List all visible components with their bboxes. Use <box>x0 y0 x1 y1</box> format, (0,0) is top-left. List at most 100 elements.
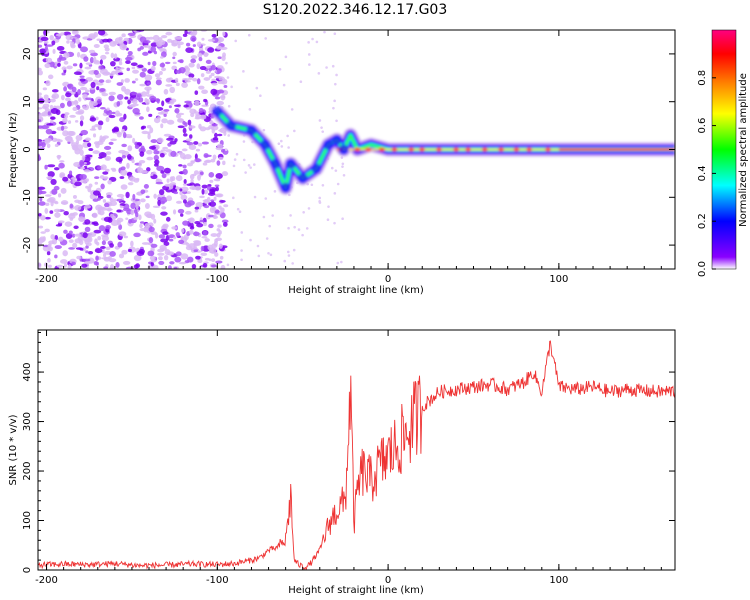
spectrogram-noise-blob <box>83 161 87 165</box>
spectrogram-noise-blob <box>64 136 73 141</box>
spectrogram-noise-blob <box>216 67 222 74</box>
spectrogram-noise-blob <box>85 97 93 101</box>
spectrogram-noise-blob <box>90 81 96 89</box>
spectrogram-noise-blob <box>153 193 157 199</box>
spectrogram-noise-blob <box>101 92 109 97</box>
spectrogram-noise-blob <box>104 155 112 161</box>
spectrogram-noise-blob <box>92 133 97 138</box>
spectrogram-noise-blob <box>187 218 194 221</box>
spectrogram-noise-dot <box>289 214 292 217</box>
spectrogram-noise-dot <box>287 254 291 257</box>
spectrogram-noise-blob <box>136 250 145 256</box>
spectrogram-noise-blob <box>211 258 216 263</box>
spectrogram-noise-blob <box>194 221 201 225</box>
spectrogram-noise-blob <box>154 144 160 150</box>
spectrogram-noise-blob <box>69 203 74 209</box>
spectrogram-noise-dot <box>278 67 282 71</box>
snr-panel: -200 -100 0 100 0 100 200 300 400 Height of str… <box>8 329 676 596</box>
spectrogram-noise-blob <box>105 116 110 123</box>
spectrogram-noise-blob <box>44 164 48 170</box>
spectrogram-noise-blob <box>218 205 222 210</box>
spectrogram-noise-blob <box>148 113 153 117</box>
spectrogram-x-tick-label: 0 <box>385 274 391 285</box>
spectrogram-noise-blob <box>160 201 165 205</box>
spectrogram-noise-blob <box>185 242 190 246</box>
spectrogram-noise-blob <box>218 156 224 161</box>
spectrogram-noise-blob <box>60 200 69 206</box>
spectrogram-noise-blob <box>159 56 164 59</box>
snr-series-line <box>38 340 675 570</box>
spectrogram-noise-blob <box>55 109 61 116</box>
spectrogram-noise-dot <box>271 214 274 217</box>
spectrogram-noise-dot <box>232 164 236 168</box>
spectrogram-noise-blob <box>194 158 201 163</box>
spectrogram-noise-blob <box>215 173 223 179</box>
spectrogram-noise-blob <box>173 191 179 195</box>
spectrogram-noise-blob <box>147 213 153 219</box>
spectrogram-noise-blob <box>130 202 136 210</box>
spectrogram-noise-dot <box>267 251 270 255</box>
spectrogram-noise-blob <box>210 88 218 95</box>
colorbar-tick-label: 0.2 <box>697 213 708 229</box>
spectrogram-noise-blob <box>49 104 54 110</box>
spectrogram-x-tick-label: 100 <box>549 274 568 285</box>
spectrogram-noise-blob <box>41 124 49 130</box>
spectrogram-noise-blob <box>147 250 155 257</box>
spectrogram-noise-blob <box>127 51 133 56</box>
spectrogram-noise-blob <box>63 86 68 92</box>
spectrogram-noise-blob <box>148 36 154 40</box>
spectrogram-noise-blob <box>142 44 151 48</box>
spectrogram-noise-blob <box>162 146 169 150</box>
spectrogram-noise-blob <box>51 95 57 99</box>
spectrogram-noise-blob <box>179 190 183 196</box>
spectrogram-noise-blob <box>39 48 47 54</box>
spectrogram-noise-blob <box>182 183 188 186</box>
spectrogram-noise-blob <box>169 86 176 94</box>
spectrogram-noise-blob <box>190 178 194 183</box>
spectrogram-noise-blob <box>200 73 205 78</box>
spectrogram-noise-dot <box>333 221 336 225</box>
spectrogram-noise-dot <box>299 80 303 84</box>
spectrogram-noise-blob <box>175 175 183 182</box>
spectrogram-noise-blob <box>198 56 203 62</box>
spectrogram-noise-blob <box>90 52 98 57</box>
spectrogram-noise-blob <box>148 145 157 150</box>
spectrogram-noise-blob <box>165 31 173 36</box>
spectrogram-noise-blob <box>184 122 188 127</box>
spectrogram-noise-dot <box>226 76 230 79</box>
spectrogram-noise-blob <box>133 209 138 214</box>
spectrogram-noise-blob <box>74 205 82 211</box>
ridge-bead <box>513 147 520 152</box>
spectrogram-noise-blob <box>121 143 127 148</box>
spectrogram-noise-blob <box>210 233 218 237</box>
spectrogram-noise-blob <box>207 214 215 218</box>
spectrogram-noise-blob <box>97 235 102 241</box>
ridge-clump <box>297 173 308 184</box>
spectrogram-noise-blob <box>73 71 82 76</box>
spectrogram-noise-blob <box>107 217 113 223</box>
spectrogram-noise-blob <box>211 140 219 143</box>
spectrogram-noise-blob <box>150 231 158 235</box>
spectrogram-noise-blob <box>152 34 160 42</box>
spectrogram-noise-blob <box>120 205 124 209</box>
spectrogram-noise-blob <box>121 249 128 255</box>
spectrogram-noise-blob <box>60 94 65 101</box>
spectrogram-noise-blob <box>125 56 133 61</box>
spectrogram-noise-dot <box>333 32 337 36</box>
spectrogram-noise-blob <box>198 123 202 129</box>
spectrogram-noise-blob <box>172 209 177 215</box>
spectrogram-noise-blob <box>140 145 145 152</box>
spectrogram-noise-blob <box>165 216 171 222</box>
spectrogram-noise-blob <box>194 153 198 160</box>
spectrogram-noise-blob <box>116 101 121 107</box>
spectrogram-noise-blob <box>124 96 129 100</box>
spectrogram-noise-blob <box>63 52 70 59</box>
spectrogram-noise-blob <box>169 140 177 145</box>
spectrogram-noise-blob <box>153 150 160 155</box>
spectrogram-noise-blob <box>202 262 208 268</box>
spectrogram-noise-blob <box>126 162 130 169</box>
spectrogram-noise-blob <box>64 114 68 119</box>
spectrogram-noise-blob <box>98 225 106 232</box>
spectrogram-noise-blob <box>96 241 100 246</box>
spectrogram-noise-blob <box>89 56 94 64</box>
